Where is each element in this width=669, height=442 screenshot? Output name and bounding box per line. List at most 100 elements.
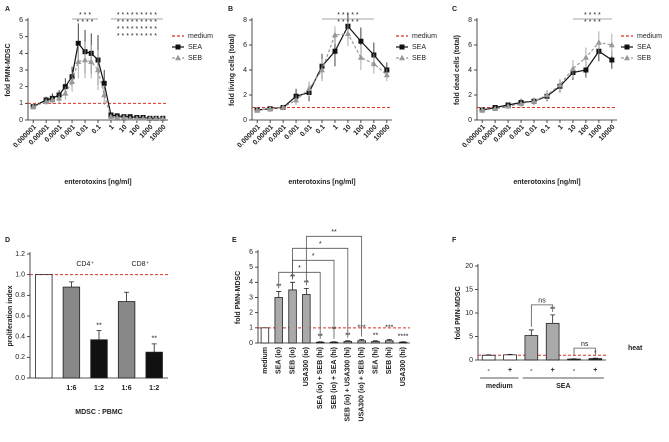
x-tick-label: 1:6 bbox=[122, 385, 132, 392]
x-tick-label: 1:6 bbox=[66, 385, 76, 392]
x-tick-label: USA300 (io) bbox=[303, 347, 310, 386]
marker bbox=[595, 39, 602, 45]
significance: * * * bbox=[79, 12, 91, 19]
group-label: SEA bbox=[556, 383, 570, 390]
bar bbox=[274, 297, 283, 344]
panel-letter: F bbox=[452, 237, 457, 244]
marker bbox=[358, 38, 364, 44]
marker bbox=[175, 44, 181, 50]
marker bbox=[609, 57, 615, 63]
bar bbox=[588, 358, 603, 361]
marker bbox=[492, 105, 499, 112]
significance: * * * * * * * * * bbox=[117, 33, 157, 40]
x-tick-label: USA300 (hi) bbox=[400, 347, 407, 386]
x-tick-label: SEB (hi) bbox=[386, 347, 393, 374]
y-tick-label: 3 bbox=[249, 294, 253, 301]
marker bbox=[569, 65, 576, 72]
y-tick-label: 1 bbox=[249, 325, 253, 332]
x-tick-label: 10 bbox=[567, 124, 578, 135]
y-axis-label: fold PMN-MDSC bbox=[455, 286, 462, 339]
marker bbox=[101, 91, 108, 98]
error-bar bbox=[124, 291, 130, 302]
bracket-label: ns bbox=[538, 298, 546, 305]
bar bbox=[524, 335, 539, 361]
x-tick-label: 1 bbox=[108, 124, 116, 132]
x-tick-label: SEA (hi) bbox=[372, 347, 379, 374]
x-axis-label: enterotoxins [ng/ml] bbox=[288, 179, 355, 186]
bar bbox=[481, 354, 496, 361]
y-tick-label: 2 bbox=[19, 84, 23, 91]
significance: ** bbox=[373, 333, 379, 340]
marker bbox=[69, 78, 76, 84]
bar bbox=[385, 340, 394, 344]
bracket bbox=[573, 347, 596, 356]
bar bbox=[62, 286, 81, 379]
marker bbox=[332, 48, 338, 54]
marker bbox=[624, 44, 630, 50]
marker bbox=[267, 105, 274, 112]
y-axis-label: fold living cells (total) bbox=[229, 34, 236, 106]
y-tick-label: 4 bbox=[243, 67, 247, 74]
significance: *** bbox=[385, 324, 393, 331]
x-tick-label: 0.01 bbox=[75, 124, 90, 139]
x-tick-label: 10 bbox=[118, 124, 129, 135]
legend-label: SEA bbox=[637, 44, 651, 51]
y-tick-label: 0 bbox=[243, 117, 247, 124]
bracket-label: * bbox=[319, 241, 322, 248]
marker bbox=[254, 106, 261, 113]
marker bbox=[399, 54, 405, 61]
error-bar bbox=[528, 329, 534, 336]
marker bbox=[82, 56, 89, 63]
y-tick-label: 0 bbox=[468, 117, 472, 124]
legend-label: SEA bbox=[188, 44, 202, 51]
error-bar bbox=[345, 340, 351, 342]
bracket bbox=[305, 235, 363, 337]
y-tick-label: 8 bbox=[243, 17, 247, 24]
x-tick-label: USA300 (io) + SEB (hi) bbox=[358, 347, 365, 421]
bar bbox=[357, 340, 366, 344]
bracket-label: * bbox=[298, 265, 301, 272]
bar bbox=[302, 294, 311, 344]
marker bbox=[505, 103, 512, 109]
y-tick-label: 6 bbox=[468, 42, 472, 49]
y-axis-label: fold dead cells (total) bbox=[454, 35, 461, 105]
panel-letter: E bbox=[232, 237, 237, 244]
y-tick-label: 0.4 bbox=[15, 334, 25, 341]
significance: ** bbox=[151, 336, 157, 343]
marker bbox=[544, 91, 550, 98]
x-tick-label: SEB (io) bbox=[289, 347, 296, 374]
error-bar bbox=[151, 343, 157, 353]
y-tick-label: 1 bbox=[19, 100, 23, 107]
legend-label: medium bbox=[412, 33, 437, 40]
y-tick-label: 2 bbox=[243, 92, 247, 99]
x-tick-label: + bbox=[593, 367, 597, 374]
marker bbox=[114, 114, 121, 120]
y-tick-label: 4 bbox=[468, 67, 472, 74]
marker bbox=[344, 30, 351, 37]
y-tick-label: 0 bbox=[19, 117, 23, 124]
significance: * * * * * * * * * bbox=[117, 12, 157, 19]
marker bbox=[30, 103, 37, 109]
y-tick-label: 0.2 bbox=[15, 354, 25, 361]
y-tick-label: 6 bbox=[243, 42, 247, 49]
y-tick-label: 4 bbox=[19, 50, 23, 57]
series-line bbox=[32, 59, 163, 119]
group-label: CD8⁺ bbox=[132, 261, 150, 268]
significance: * * * * bbox=[77, 19, 94, 26]
marker bbox=[531, 98, 538, 104]
error-bar bbox=[290, 281, 296, 290]
bar bbox=[343, 341, 353, 344]
x-tick-label: 0.001 bbox=[59, 124, 76, 141]
y-tick-label: 3 bbox=[19, 67, 23, 74]
marker bbox=[43, 98, 50, 104]
x-tick-label: 0.001 bbox=[283, 124, 300, 141]
marker bbox=[383, 71, 390, 78]
x-tick-label: SEB (io) + SEA (hi) bbox=[331, 347, 338, 409]
marker bbox=[175, 54, 181, 61]
group-label: medium bbox=[486, 383, 513, 390]
y-axis-label: proliferation index bbox=[7, 285, 14, 346]
y-tick-label: 5 bbox=[469, 333, 473, 340]
x-tick-label: 1:2 bbox=[94, 385, 104, 392]
group-label: CD4⁺ bbox=[76, 261, 94, 268]
